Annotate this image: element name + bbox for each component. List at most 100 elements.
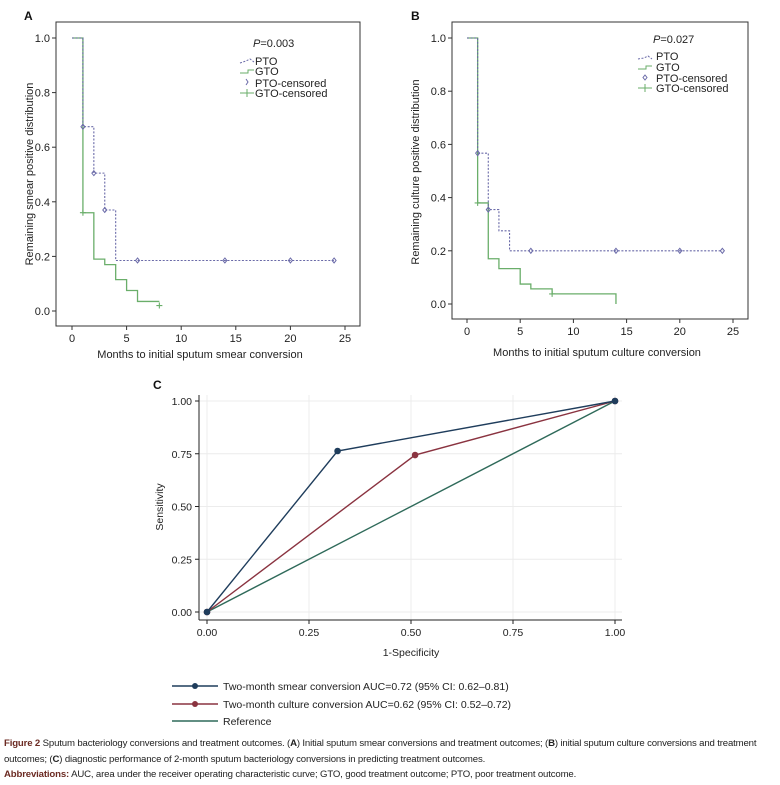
y-tick-label: 0.4	[35, 197, 50, 209]
y-tick-label: 0.00	[172, 607, 193, 619]
x-tick-label: 5	[124, 333, 130, 345]
gto-censored-marker	[156, 302, 163, 309]
pto-censored-marker	[613, 247, 619, 255]
x-tick-label: 20	[674, 326, 686, 338]
y-tick-label: 0.4	[431, 193, 446, 205]
legend-pto-censored-icon	[245, 78, 249, 86]
legend-smear-label: Two-month smear conversion AUC=0.72 (95%…	[223, 681, 509, 693]
smear-roc-point	[611, 397, 619, 405]
caption-part-b-text: initial sputum culture conversions and t…	[4, 738, 757, 765]
x-tick-label: 15	[620, 326, 632, 338]
pto-censored-marker	[528, 247, 534, 255]
y-tick-label: 0.0	[431, 299, 446, 311]
y-tick-label: 1.0	[35, 33, 50, 45]
gto-curve	[467, 37, 617, 304]
pto-censored-marker	[287, 257, 294, 264]
caption-title: Sputum bacteriology conversions and trea…	[42, 738, 285, 749]
panel-b-xlabel: Months to initial sputum culture convers…	[493, 347, 701, 359]
legend-reference-label: Reference	[223, 716, 272, 728]
y-tick-label: 0.8	[431, 86, 446, 98]
legend-culture-marker	[192, 701, 198, 707]
legend-pto-censored-label-b: PTO-censored	[656, 73, 727, 85]
culture-roc-point	[411, 451, 419, 459]
legend-pto-label: PTO	[255, 56, 278, 68]
gto-censored-marker	[474, 199, 481, 206]
y-tick-label: 0.75	[172, 449, 193, 461]
legend-gto-censored-label: GTO-censored	[255, 88, 328, 100]
panel-a-legend: P=0.003 PTO GTO PTO-censored GTO-censore…	[239, 38, 328, 100]
pto-censored-marker	[134, 257, 141, 264]
y-tick-label: 1.00	[172, 396, 193, 408]
panel-b-ylabel: Remaining culture positive distribution	[410, 79, 422, 264]
pto-censored-marker	[474, 149, 481, 157]
panel-a-label: A	[24, 9, 33, 23]
panel-c-roc: C 0.00 0.25 0.50 0.75 1.00 0.00 0.25 0.50 0.75 1.…	[153, 378, 625, 728]
pto-censored-marker	[80, 123, 86, 131]
reference-roc-line	[206, 400, 616, 613]
legend-pto-censored-icon-b	[642, 74, 648, 81]
legend-gto-swatch-b	[638, 65, 652, 70]
pto-censored-marker	[677, 247, 683, 255]
x-tick-label: 10	[175, 333, 187, 345]
x-tick-label: 20	[284, 333, 296, 345]
pto-curve	[72, 37, 335, 262]
pto-curve	[467, 37, 723, 252]
legend-gto-censored-icon-b	[638, 84, 652, 92]
panel-a-curves	[72, 37, 337, 309]
y-tick-label: 0.50	[172, 502, 193, 514]
legend-gto-swatch	[240, 69, 254, 74]
legend-smear-marker	[192, 683, 198, 689]
caption-part-a-label: A	[290, 738, 297, 749]
panel-c-ylabel: Sensitivity	[154, 483, 166, 531]
x-tick-label: 0	[69, 333, 75, 345]
panel-a-km-smear: A 0 5 10 15 20 25 0.0 0.2 0.4 0.6 0.8 1.0 Months to…	[24, 9, 361, 361]
caption-abbreviations: Abbreviations: AUC, area under the recei…	[4, 767, 776, 783]
y-tick-label: 1.0	[431, 33, 446, 45]
panel-b-pvalue: P=0.027	[653, 34, 694, 46]
y-tick-label: 0.6	[35, 142, 50, 154]
legend-pto-label-b: PTO	[656, 51, 679, 63]
smear-roc-point	[203, 608, 211, 616]
pto-censored-marker	[331, 257, 337, 264]
panel-a-xlabel: Months to initial sputum smear conversio…	[97, 349, 302, 361]
panel-b-km-culture: B 0 5 10 15 20 25 0.0 0.2 0.4 0.6 0.8 1.0 Months to…	[410, 9, 749, 359]
panel-b-legend: P=0.027 PTO GTO PTO-censored GTO-censore…	[637, 34, 729, 95]
caption-figure-label: Figure 2	[4, 738, 41, 749]
panel-c-xlabel: 1-Specificity	[383, 647, 440, 659]
x-tick-label: 25	[727, 326, 739, 338]
panel-a-frame	[55, 21, 361, 327]
caption-part-b-label: B	[548, 738, 555, 749]
x-tick-label: 0.25	[299, 627, 320, 639]
y-tick-label: 0.0	[35, 306, 50, 318]
y-tick-label: 0.2	[431, 246, 446, 258]
legend-gto-label: GTO	[255, 66, 279, 78]
y-tick-label: 0.2	[35, 251, 50, 263]
y-tick-label: 0.6	[431, 139, 446, 151]
panel-c-legend: Two-month smear conversion AUC=0.72 (95%…	[172, 681, 511, 728]
panel-b-curves	[467, 37, 726, 304]
gto-curve	[72, 37, 160, 303]
gto-censored-marker	[549, 290, 556, 297]
legend-gto-censored-label-b: GTO-censored	[656, 83, 729, 95]
legend-gto-censored-icon	[240, 89, 254, 97]
caption-main: Figure 2 Sputum bacteriology conversions…	[4, 738, 757, 765]
y-tick-label: 0.25	[172, 554, 193, 566]
panel-b-label: B	[411, 9, 420, 23]
pto-censored-marker	[485, 206, 491, 213]
figure-caption: Figure 2 Sputum bacteriology conversions…	[4, 736, 776, 783]
caption-part-c-text: diagnostic performance of 2-month sputum…	[64, 753, 486, 765]
x-tick-label: 0	[464, 326, 470, 338]
legend-pto-swatch	[239, 58, 255, 64]
panel-a-axes: 0 5 10 15 20 25 0.0 0.2 0.4 0.6 0.8 1.0	[35, 33, 351, 345]
x-tick-label: 10	[567, 326, 579, 338]
x-tick-label: 15	[230, 333, 242, 345]
panel-a-ylabel: Remaining smear positive distribution	[24, 83, 36, 266]
smear-roc-point	[334, 447, 341, 455]
pto-censored-marker	[102, 206, 108, 214]
panel-a-pvalue: P=0.003	[253, 38, 294, 50]
legend-gto-label-b: GTO	[656, 62, 680, 74]
legend-pto-swatch-b	[637, 55, 653, 60]
panel-c-label: C	[153, 378, 162, 392]
figure-canvas: A 0 5 10 15 20 25 0.0 0.2 0.4 0.6 0.8 1.0 Months to…	[24, 9, 749, 728]
caption-part-a-text: Initial sputum smear conversions and tre…	[302, 738, 543, 749]
